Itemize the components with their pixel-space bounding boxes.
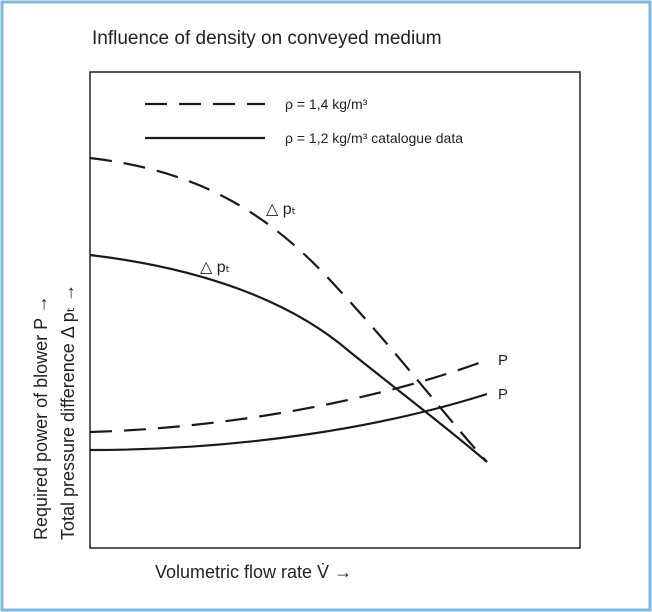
power-curve-dashed: [89, 358, 488, 434]
title: Influence of density on conveyed medium: [92, 28, 442, 49]
pressure-curve-solid: [89, 253, 488, 463]
curve-label: P: [498, 352, 508, 369]
curve-label: △ pₜ: [200, 259, 230, 276]
legend-label: ρ = 1,4 kg/m³: [285, 96, 368, 112]
plot-frame: [89, 71, 581, 549]
y-axis-label: Total pressure difference Δ pₜ →: [58, 284, 78, 540]
legend-label: ρ = 1,2 kg/m³ catalogue data: [285, 130, 463, 146]
x-axis-label: Volumetric flow rate V̇ →: [155, 562, 352, 582]
curve-label: △ pₜ: [266, 201, 296, 218]
pressure-curve-dashed: [89, 156, 488, 463]
y-axis-label: Required power of blower P →: [31, 295, 51, 540]
curve-label: P: [498, 386, 508, 403]
power-curve-solid: [89, 392, 488, 452]
